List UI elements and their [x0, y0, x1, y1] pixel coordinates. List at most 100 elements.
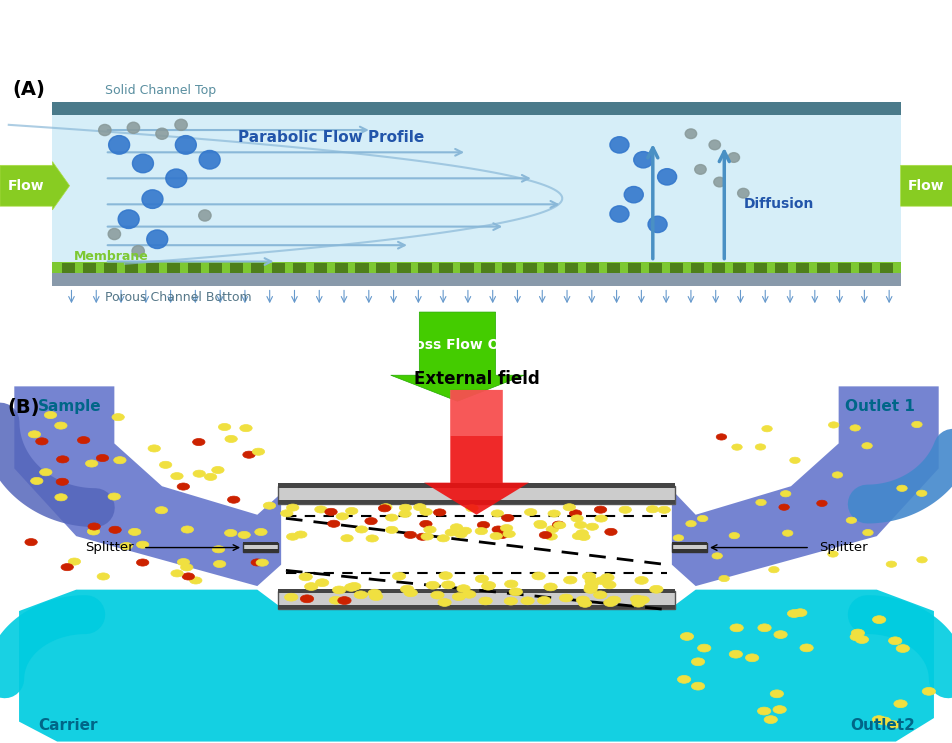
Ellipse shape: [400, 585, 413, 593]
Ellipse shape: [243, 451, 255, 458]
Ellipse shape: [553, 522, 565, 529]
Ellipse shape: [35, 438, 48, 445]
FancyArrow shape: [900, 161, 952, 210]
Ellipse shape: [56, 455, 69, 463]
Ellipse shape: [861, 443, 871, 449]
Ellipse shape: [159, 461, 171, 468]
Bar: [460, 263, 473, 273]
Ellipse shape: [127, 123, 140, 134]
Ellipse shape: [895, 645, 908, 652]
Ellipse shape: [673, 546, 684, 552]
Bar: [83, 263, 96, 273]
Ellipse shape: [649, 585, 663, 593]
Ellipse shape: [782, 530, 792, 536]
Ellipse shape: [539, 531, 551, 539]
Ellipse shape: [456, 585, 469, 593]
Ellipse shape: [437, 535, 449, 542]
Bar: [208, 263, 222, 273]
Ellipse shape: [504, 580, 517, 588]
Ellipse shape: [594, 515, 606, 522]
Ellipse shape: [56, 478, 69, 485]
Ellipse shape: [582, 572, 595, 580]
Ellipse shape: [755, 499, 765, 505]
Ellipse shape: [849, 425, 860, 431]
Ellipse shape: [672, 535, 683, 541]
Bar: [167, 263, 180, 273]
Ellipse shape: [789, 457, 800, 464]
Text: Sample: Sample: [38, 399, 102, 414]
Ellipse shape: [454, 531, 466, 538]
Ellipse shape: [537, 597, 550, 604]
Ellipse shape: [109, 526, 121, 533]
Ellipse shape: [619, 506, 631, 513]
Bar: [278, 591, 674, 609]
Bar: [250, 263, 264, 273]
Ellipse shape: [355, 526, 367, 533]
Bar: [690, 263, 704, 273]
Ellipse shape: [531, 572, 545, 580]
Ellipse shape: [744, 654, 758, 662]
Ellipse shape: [97, 573, 109, 580]
Ellipse shape: [180, 564, 192, 571]
Ellipse shape: [25, 539, 37, 545]
Ellipse shape: [534, 522, 546, 528]
Ellipse shape: [30, 478, 43, 484]
Ellipse shape: [545, 526, 558, 533]
Bar: [62, 263, 75, 273]
Text: (A): (A): [12, 80, 45, 99]
Text: Flow: Flow: [8, 179, 44, 192]
Text: Solid Channel Top: Solid Channel Top: [105, 84, 216, 97]
Ellipse shape: [571, 533, 584, 539]
Text: Parabolic Flow Profile: Parabolic Flow Profile: [238, 130, 424, 145]
Ellipse shape: [300, 595, 313, 603]
Ellipse shape: [109, 229, 120, 239]
Bar: [52, 273, 900, 286]
Ellipse shape: [182, 573, 194, 580]
Ellipse shape: [441, 581, 454, 588]
Ellipse shape: [475, 575, 488, 583]
Ellipse shape: [728, 533, 739, 539]
Ellipse shape: [871, 716, 884, 724]
Ellipse shape: [132, 155, 153, 173]
Ellipse shape: [501, 514, 513, 522]
Ellipse shape: [155, 507, 168, 513]
Ellipse shape: [419, 520, 431, 528]
Bar: [439, 263, 452, 273]
Ellipse shape: [677, 675, 690, 684]
Ellipse shape: [896, 485, 906, 491]
Ellipse shape: [697, 644, 710, 652]
Ellipse shape: [240, 424, 252, 432]
Ellipse shape: [845, 517, 856, 523]
Bar: [606, 263, 620, 273]
Ellipse shape: [170, 473, 183, 480]
Ellipse shape: [563, 576, 576, 584]
Ellipse shape: [142, 189, 163, 209]
Ellipse shape: [697, 516, 707, 522]
Ellipse shape: [386, 514, 398, 521]
Bar: [243, 543, 278, 552]
Ellipse shape: [728, 650, 742, 658]
Ellipse shape: [250, 559, 263, 566]
Ellipse shape: [416, 533, 428, 540]
Ellipse shape: [204, 473, 216, 481]
Ellipse shape: [305, 583, 318, 591]
Ellipse shape: [166, 169, 187, 187]
Text: Cross Flow Out: Cross Flow Out: [398, 339, 516, 352]
Ellipse shape: [479, 597, 492, 605]
Ellipse shape: [426, 581, 439, 589]
Ellipse shape: [850, 629, 863, 637]
Ellipse shape: [635, 596, 648, 604]
Ellipse shape: [366, 535, 378, 542]
Bar: [334, 263, 347, 273]
Ellipse shape: [404, 531, 416, 539]
Ellipse shape: [192, 438, 205, 446]
Bar: [188, 263, 201, 273]
Ellipse shape: [684, 129, 696, 139]
Ellipse shape: [450, 524, 463, 531]
Ellipse shape: [136, 559, 149, 566]
Ellipse shape: [799, 644, 812, 652]
Ellipse shape: [533, 520, 545, 528]
Ellipse shape: [445, 529, 457, 536]
Ellipse shape: [849, 633, 863, 640]
Ellipse shape: [212, 545, 225, 553]
